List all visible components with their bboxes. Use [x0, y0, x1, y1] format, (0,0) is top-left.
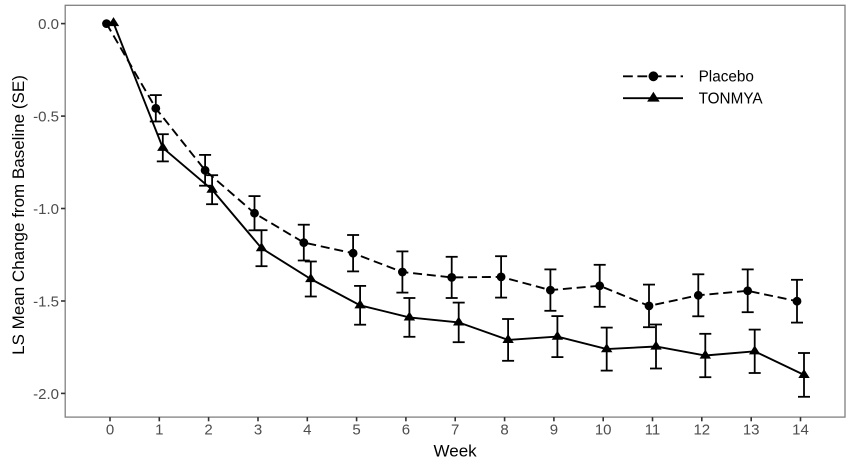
- svg-text:3: 3: [254, 422, 262, 439]
- svg-text:Placebo: Placebo: [699, 69, 754, 86]
- svg-text:5: 5: [352, 422, 360, 439]
- svg-text:13: 13: [743, 422, 760, 439]
- svg-text:4: 4: [303, 422, 311, 439]
- svg-text:14: 14: [792, 422, 809, 439]
- svg-text:10: 10: [595, 422, 612, 439]
- svg-text:Week: Week: [434, 442, 478, 461]
- svg-text:LS Mean Change from Baseline (: LS Mean Change from Baseline (SE): [9, 75, 28, 355]
- svg-text:12: 12: [693, 422, 710, 439]
- svg-text:-1.0: -1.0: [33, 201, 59, 218]
- svg-text:-0.5: -0.5: [33, 109, 59, 126]
- svg-text:TONMYA: TONMYA: [699, 91, 764, 108]
- svg-text:-2.0: -2.0: [33, 386, 59, 403]
- svg-text:6: 6: [402, 422, 410, 439]
- svg-text:0.0: 0.0: [38, 16, 59, 33]
- svg-text:-1.5: -1.5: [33, 293, 59, 310]
- svg-text:2: 2: [204, 422, 212, 439]
- svg-text:1: 1: [155, 422, 163, 439]
- svg-text:0: 0: [106, 422, 114, 439]
- svg-text:8: 8: [500, 422, 508, 439]
- svg-text:9: 9: [550, 422, 558, 439]
- svg-text:11: 11: [645, 422, 661, 439]
- svg-text:7: 7: [451, 422, 459, 439]
